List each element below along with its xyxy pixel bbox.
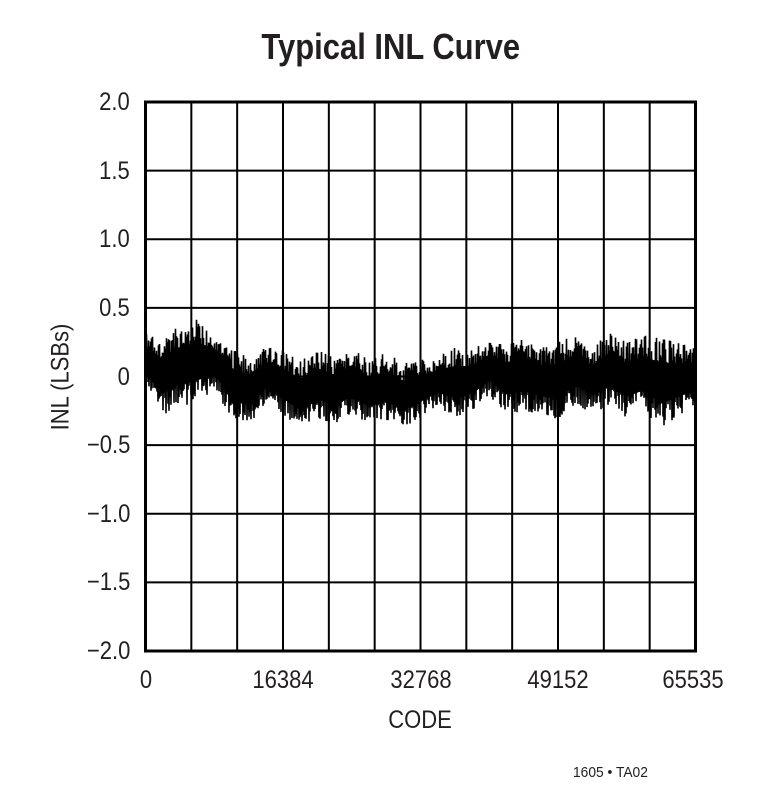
x-tick-label: 49152 [527,666,589,694]
x-tick-label: 16384 [252,666,314,694]
figure-id: 1605 • TA02 [573,764,648,781]
x-tick-label: 0 [139,666,153,694]
y-tick-label: 2.0 [99,88,130,116]
x-tick-label: 65535 [662,666,724,694]
y-axis-label: INL (LSBs) [46,323,75,431]
y-tick-label: −2.0 [86,637,130,665]
inl-dense-band [145,342,696,411]
x-axis-label: CODE [388,706,452,734]
y-tick-label: 1.5 [99,156,130,185]
y-tick-label: 0.5 [99,293,130,322]
chart-title: Typical INL Curve [261,26,521,67]
y-tick-label: −0.5 [86,431,130,460]
plot-frame [144,100,697,653]
inl-trace [144,319,697,426]
y-tick-label: 1.0 [99,225,130,254]
y-tick-label: 0 [117,362,130,391]
y-tick-label: −1.5 [86,568,130,597]
x-tick-label: 32768 [389,666,452,694]
y-tick-label: −1.0 [86,499,130,528]
